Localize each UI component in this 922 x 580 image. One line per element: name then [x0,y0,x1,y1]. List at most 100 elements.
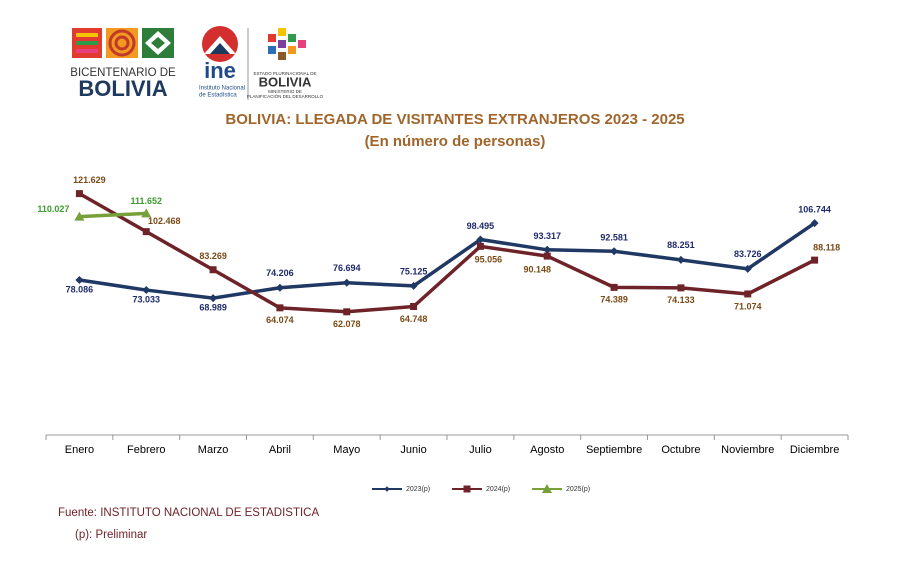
marker [142,286,151,295]
data-label: 62.078 [333,319,361,329]
legend-label: 2023(p) [406,486,430,493]
x-tick-label: Mayo [333,444,360,456]
legend-marker [384,486,390,492]
logo-block [278,28,286,36]
marker [342,278,351,287]
x-tick-label: Noviembre [721,444,774,456]
legend-marker [542,484,552,493]
marker [142,228,150,236]
logo-block [76,41,98,45]
marker [343,308,351,316]
marker [677,284,685,292]
data-label: 90.148 [523,264,551,274]
logo-text: Instituto Nacional [199,86,245,92]
source: Fuente: INSTITUTO NACIONAL DE ESTADISTIC… [58,507,319,519]
x-tick-label: Julio [469,444,492,456]
marker [810,219,819,228]
data-label: 74.206 [266,268,294,278]
marker [543,245,552,254]
logo-block [288,46,296,54]
logo-text: de Estadística [199,93,237,99]
data-label: 98.495 [467,221,495,231]
series-line [78,192,816,314]
estado-logo: ESTADO PLURINACIONAL DE BOLIVIA MINISTER… [247,28,324,99]
marker [75,190,83,198]
marker [410,303,418,311]
data-label: 106.744 [798,205,831,215]
marker [744,290,752,298]
data-label: 111.652 [130,196,162,206]
x-tick-label: Junio [400,444,426,456]
legend-label: 2024(p) [486,486,510,493]
chart-title: BOLIVIA: LLEGADA DE VISITANTES EXTRANJER… [225,111,684,128]
series-line [79,211,147,219]
logo-text: MINISTERIO DE [268,89,302,94]
data-label: 71.074 [734,301,762,311]
logo-block [298,40,306,48]
ine-logo: ine Instituto Nacional de Estadística [199,26,249,100]
data-label: 88.118 [813,242,840,252]
ine-mountain [210,43,230,54]
x-tick-label: Diciembre [790,444,840,456]
x-tick-label: Marzo [198,444,229,456]
marker [476,235,485,244]
marker [610,283,618,291]
note: (p): Preliminar [75,529,147,541]
legend-label: 2025(p) [566,486,590,493]
marker [209,294,218,303]
chart-subtitle: (En número de personas) [365,133,546,150]
marker [275,283,284,292]
marker [676,255,685,264]
data-label: 83.269 [199,251,227,261]
marker [276,304,284,312]
data-label: 64.748 [400,314,428,324]
data-label: 73.033 [132,294,160,304]
logo-text: ine [204,58,236,83]
bicentenario-logo: BICENTENARIO DE BOLIVIA [70,28,176,101]
x-tick-label: Septiembre [586,444,642,456]
data-label: 93.317 [533,231,561,241]
logo-text: PLANIFICACIÓN DEL DESARROLLO [247,93,324,99]
x-tick-label: Agosto [530,444,564,456]
data-label: 110.027 [37,204,69,214]
logo-block [278,40,286,48]
logo-text: BICENTENARIO DE [70,67,176,79]
x-tick-label: Febrero [127,444,166,456]
x-tick-label: Octubre [661,444,700,456]
logo-text: BOLIVIA [259,74,312,89]
logo-block [268,46,276,54]
legend-marker [463,485,471,493]
logo-text: ESTADO PLURINACIONAL DE [253,71,316,76]
marker [75,276,84,285]
logo-spiral [108,29,136,57]
logo-block [288,34,296,42]
x-tick-label: Abril [269,444,291,456]
logo-diamond [151,37,165,49]
data-label: 68.989 [199,302,227,312]
logo-block [76,49,98,53]
data-label: 92.581 [600,233,628,243]
marker [476,242,484,250]
data-label: 75.125 [400,266,428,276]
data-label: 76.694 [333,263,361,273]
logo-block [278,52,286,60]
logo-text: BOLIVIA [78,76,167,101]
marker [74,211,85,221]
data-label: 83.726 [734,249,762,259]
logo-block [76,33,98,37]
data-label: 64.074 [266,315,294,325]
data-label: 74.133 [667,295,695,305]
marker [209,266,217,274]
data-label: 78.086 [66,284,94,294]
data-label: 121.629 [73,175,106,185]
data-label: 102.468 [148,216,181,226]
logo-block [268,34,276,42]
x-tick-label: Enero [65,444,94,456]
marker [141,208,152,218]
series-line [79,221,816,300]
logo-spiral [114,35,130,51]
marker [543,252,551,260]
marker [409,281,418,290]
